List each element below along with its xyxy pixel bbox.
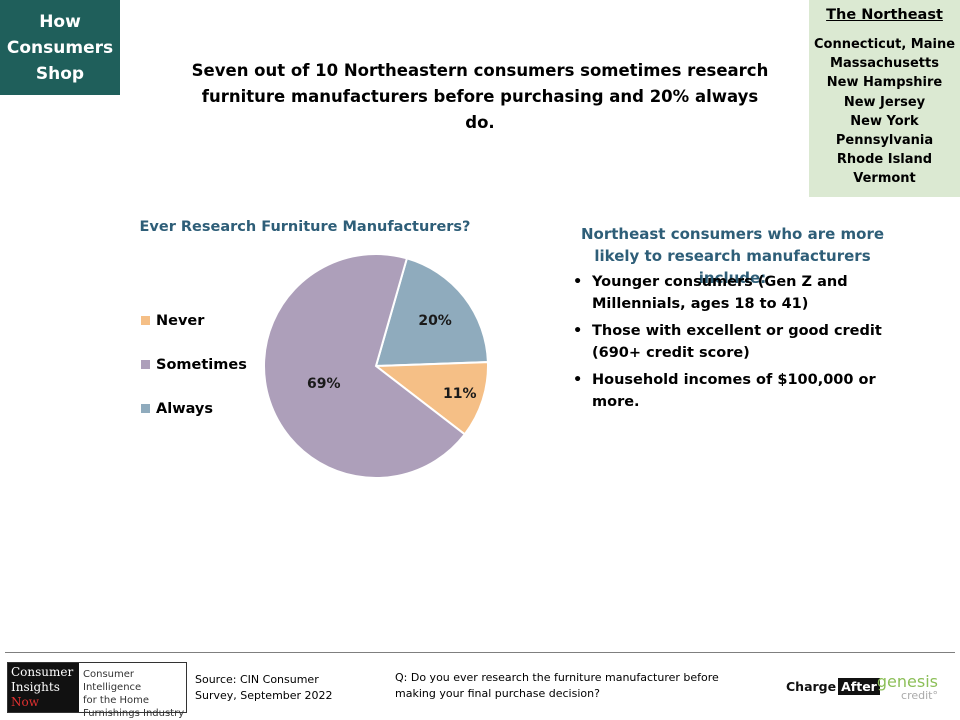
source-note: Source: CIN Consumer Survey, September 2… xyxy=(195,672,345,704)
legend-swatch xyxy=(141,403,150,413)
legend-item-always: Always xyxy=(141,399,213,419)
logo-brand-line: Now xyxy=(11,695,39,709)
cin-logo: Consumer Insights Now Consumer Intellige… xyxy=(7,662,187,719)
legend-swatch xyxy=(141,315,150,325)
insight-line: Household incomes of $100,000 or xyxy=(592,372,876,388)
logo-brand-line: Consumer xyxy=(11,665,74,679)
legend-item-never: Never xyxy=(141,311,204,331)
insight-line: (690+ credit score) xyxy=(592,345,750,361)
legend-swatch xyxy=(141,359,150,369)
question-line: Q: Do you ever research the furniture ma… xyxy=(395,671,719,684)
genesis-sub: credit° xyxy=(901,689,938,702)
state-item: New York xyxy=(850,113,919,129)
insights-title-line: likely to research manufacturers include… xyxy=(594,247,871,287)
data-label-sometimes: 69% xyxy=(307,376,341,392)
logo-tagline: Consumer Intelligence for the Home Furni… xyxy=(83,668,187,720)
headline-line: Seven out of 10 Northeastern consumers s… xyxy=(191,61,769,80)
chargeafter-text: Charge xyxy=(786,679,837,694)
state-item: Rhode Island xyxy=(836,152,933,168)
source-line: Source: CIN Consumer xyxy=(195,673,319,686)
insight-item: • Household incomes of $100,000 or more. xyxy=(572,369,892,413)
legend-label: Always xyxy=(156,401,214,417)
pie-slice-never xyxy=(373,361,489,436)
insight-line: Those with excellent or good credit xyxy=(592,323,882,339)
region-box: The Northeast Connecticut, Maine Massach… xyxy=(809,0,960,197)
pie-slice-sometimes xyxy=(263,253,467,479)
section-tag: How Consumers Shop xyxy=(0,0,120,95)
insights-title-line: Northeast consumers who are more xyxy=(580,225,885,243)
region-states: Connecticut, Maine Massachusetts New Ham… xyxy=(809,35,960,189)
chargeafter-logo: Charge After xyxy=(786,678,880,695)
state-item: Massachusetts xyxy=(830,56,939,72)
insight-item: • Those with excellent or good credit (6… xyxy=(572,320,892,364)
insight-line: Younger consumers (Gen Z and xyxy=(592,274,848,290)
section-tag-line: Consumers xyxy=(6,38,114,58)
logo-brand-line: Insights xyxy=(11,680,60,694)
genesis-credit-logo: genesis credit° xyxy=(876,674,938,702)
state-item: New Hampshire xyxy=(826,75,943,91)
state-item: Pennsylvania xyxy=(835,133,934,149)
bullet-icon: • xyxy=(573,274,583,290)
insight-line: Millennials, ages 18 to 41) xyxy=(592,296,809,312)
headline: Seven out of 10 Northeastern consumers s… xyxy=(190,58,770,136)
section-tag-line: How xyxy=(39,12,81,32)
logo-tagline-line: Furnishings Industry xyxy=(83,708,185,719)
region-title: The Northeast xyxy=(826,7,943,23)
bullet-icon: • xyxy=(573,323,583,339)
pie-slice-always xyxy=(374,257,489,368)
insights-list: • Younger consumers (Gen Z and Millennia… xyxy=(572,271,892,418)
headline-line: furniture manufacturers before purchasin… xyxy=(201,87,759,132)
insight-line: more. xyxy=(592,394,640,410)
survey-question: Q: Do you ever research the furniture ma… xyxy=(395,670,735,702)
source-line: Survey, September 2022 xyxy=(195,689,333,702)
legend-label: Never xyxy=(156,313,205,329)
data-label-never: 11% xyxy=(443,386,477,402)
logo-brand: Consumer Insights Now xyxy=(8,663,79,712)
chargeafter-box: After xyxy=(838,678,880,695)
section-tag-line: Shop xyxy=(35,64,85,84)
logo-tagline-line: for the Home xyxy=(83,695,150,706)
bullet-icon: • xyxy=(573,372,583,388)
data-label-always: 20% xyxy=(418,313,452,329)
state-item: Connecticut, Maine xyxy=(813,37,956,52)
footer-divider xyxy=(5,652,955,653)
legend-label: Sometimes xyxy=(156,357,247,373)
state-item: Vermont xyxy=(853,171,916,187)
chart-title: Ever Research Furniture Manufacturers? xyxy=(139,219,471,235)
genesis-name: genesis xyxy=(876,672,938,691)
insights-title: Northeast consumers who are more likely … xyxy=(560,223,905,289)
question-line: making your final purchase decision? xyxy=(395,687,600,700)
state-item: New Jersey xyxy=(843,94,926,110)
insight-item: • Younger consumers (Gen Z and Millennia… xyxy=(572,271,892,315)
logo-tagline-line: Consumer Intelligence xyxy=(83,669,142,693)
legend-item-sometimes: Sometimes xyxy=(141,355,247,375)
